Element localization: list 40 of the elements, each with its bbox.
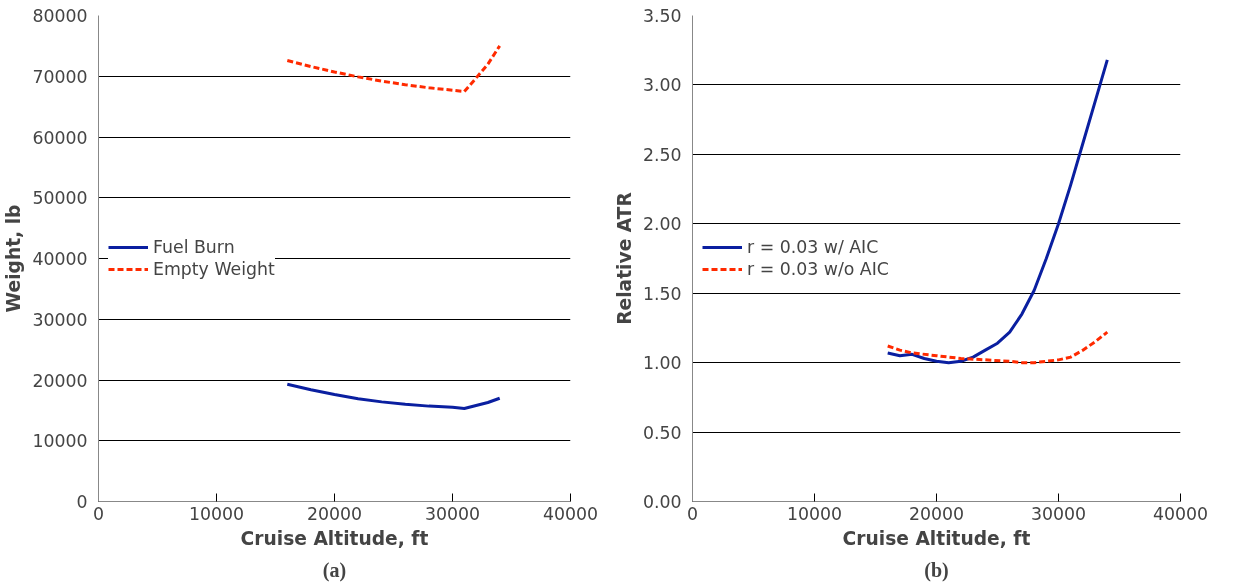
x-tick-label: 0 [686, 503, 699, 524]
x-axis-title: Cruise Altitude, ft [240, 527, 429, 549]
x-tick-label: 30000 [1030, 503, 1087, 524]
x-tick-label: 40000 [1152, 503, 1209, 524]
x-tick-label: 40000 [542, 503, 599, 524]
y-axis-title: Relative ATR [613, 192, 635, 325]
x-tick-label: 10000 [188, 503, 245, 524]
y-axis-title: Weight, lb [3, 204, 25, 313]
y-tick-label: 20000 [32, 370, 88, 391]
line-series [886, 58, 1109, 365]
legend-label: r = 0.03 w/o AIC [747, 259, 889, 279]
y-tick-label: 0.50 [642, 422, 682, 443]
y-tick-label: 10000 [32, 431, 88, 452]
y-tick-label: 3.50 [642, 6, 682, 26]
y-tick-label: 70000 [32, 66, 88, 87]
x-tick-label: 0 [92, 503, 105, 524]
y-tick-label: 1.50 [642, 283, 682, 304]
y-tick-label: 50000 [32, 188, 88, 209]
line-series [886, 330, 1109, 365]
y-tick-label: 60000 [32, 127, 88, 148]
y-tick-label: 2.50 [642, 144, 682, 165]
x-tick-label: 30000 [424, 503, 481, 524]
text: (a) [322, 558, 347, 582]
y-tick-label: 0.00 [642, 492, 682, 512]
line-series [285, 44, 502, 93]
y-tick-label: 1.00 [642, 353, 682, 374]
y-tick-label: 2.00 [642, 214, 682, 235]
x-tick-label: 20000 [306, 503, 363, 524]
text: (b) [924, 558, 949, 582]
legend-label: r = 0.03 w/ AIC [747, 237, 879, 257]
x-tick-label: 20000 [908, 503, 965, 524]
y-tick-label: 3.00 [642, 75, 682, 96]
y-tick-label: 40000 [32, 249, 88, 269]
legend-label: Fuel Burn [153, 237, 235, 257]
x-axis-title: Cruise Altitude, ft [842, 527, 1031, 549]
x-tick-label: 10000 [786, 503, 843, 524]
y-tick-label: 80000 [32, 6, 88, 26]
y-tick-label: 30000 [32, 309, 88, 330]
line-series [285, 382, 502, 411]
legend-label: Empty Weight [153, 259, 275, 279]
